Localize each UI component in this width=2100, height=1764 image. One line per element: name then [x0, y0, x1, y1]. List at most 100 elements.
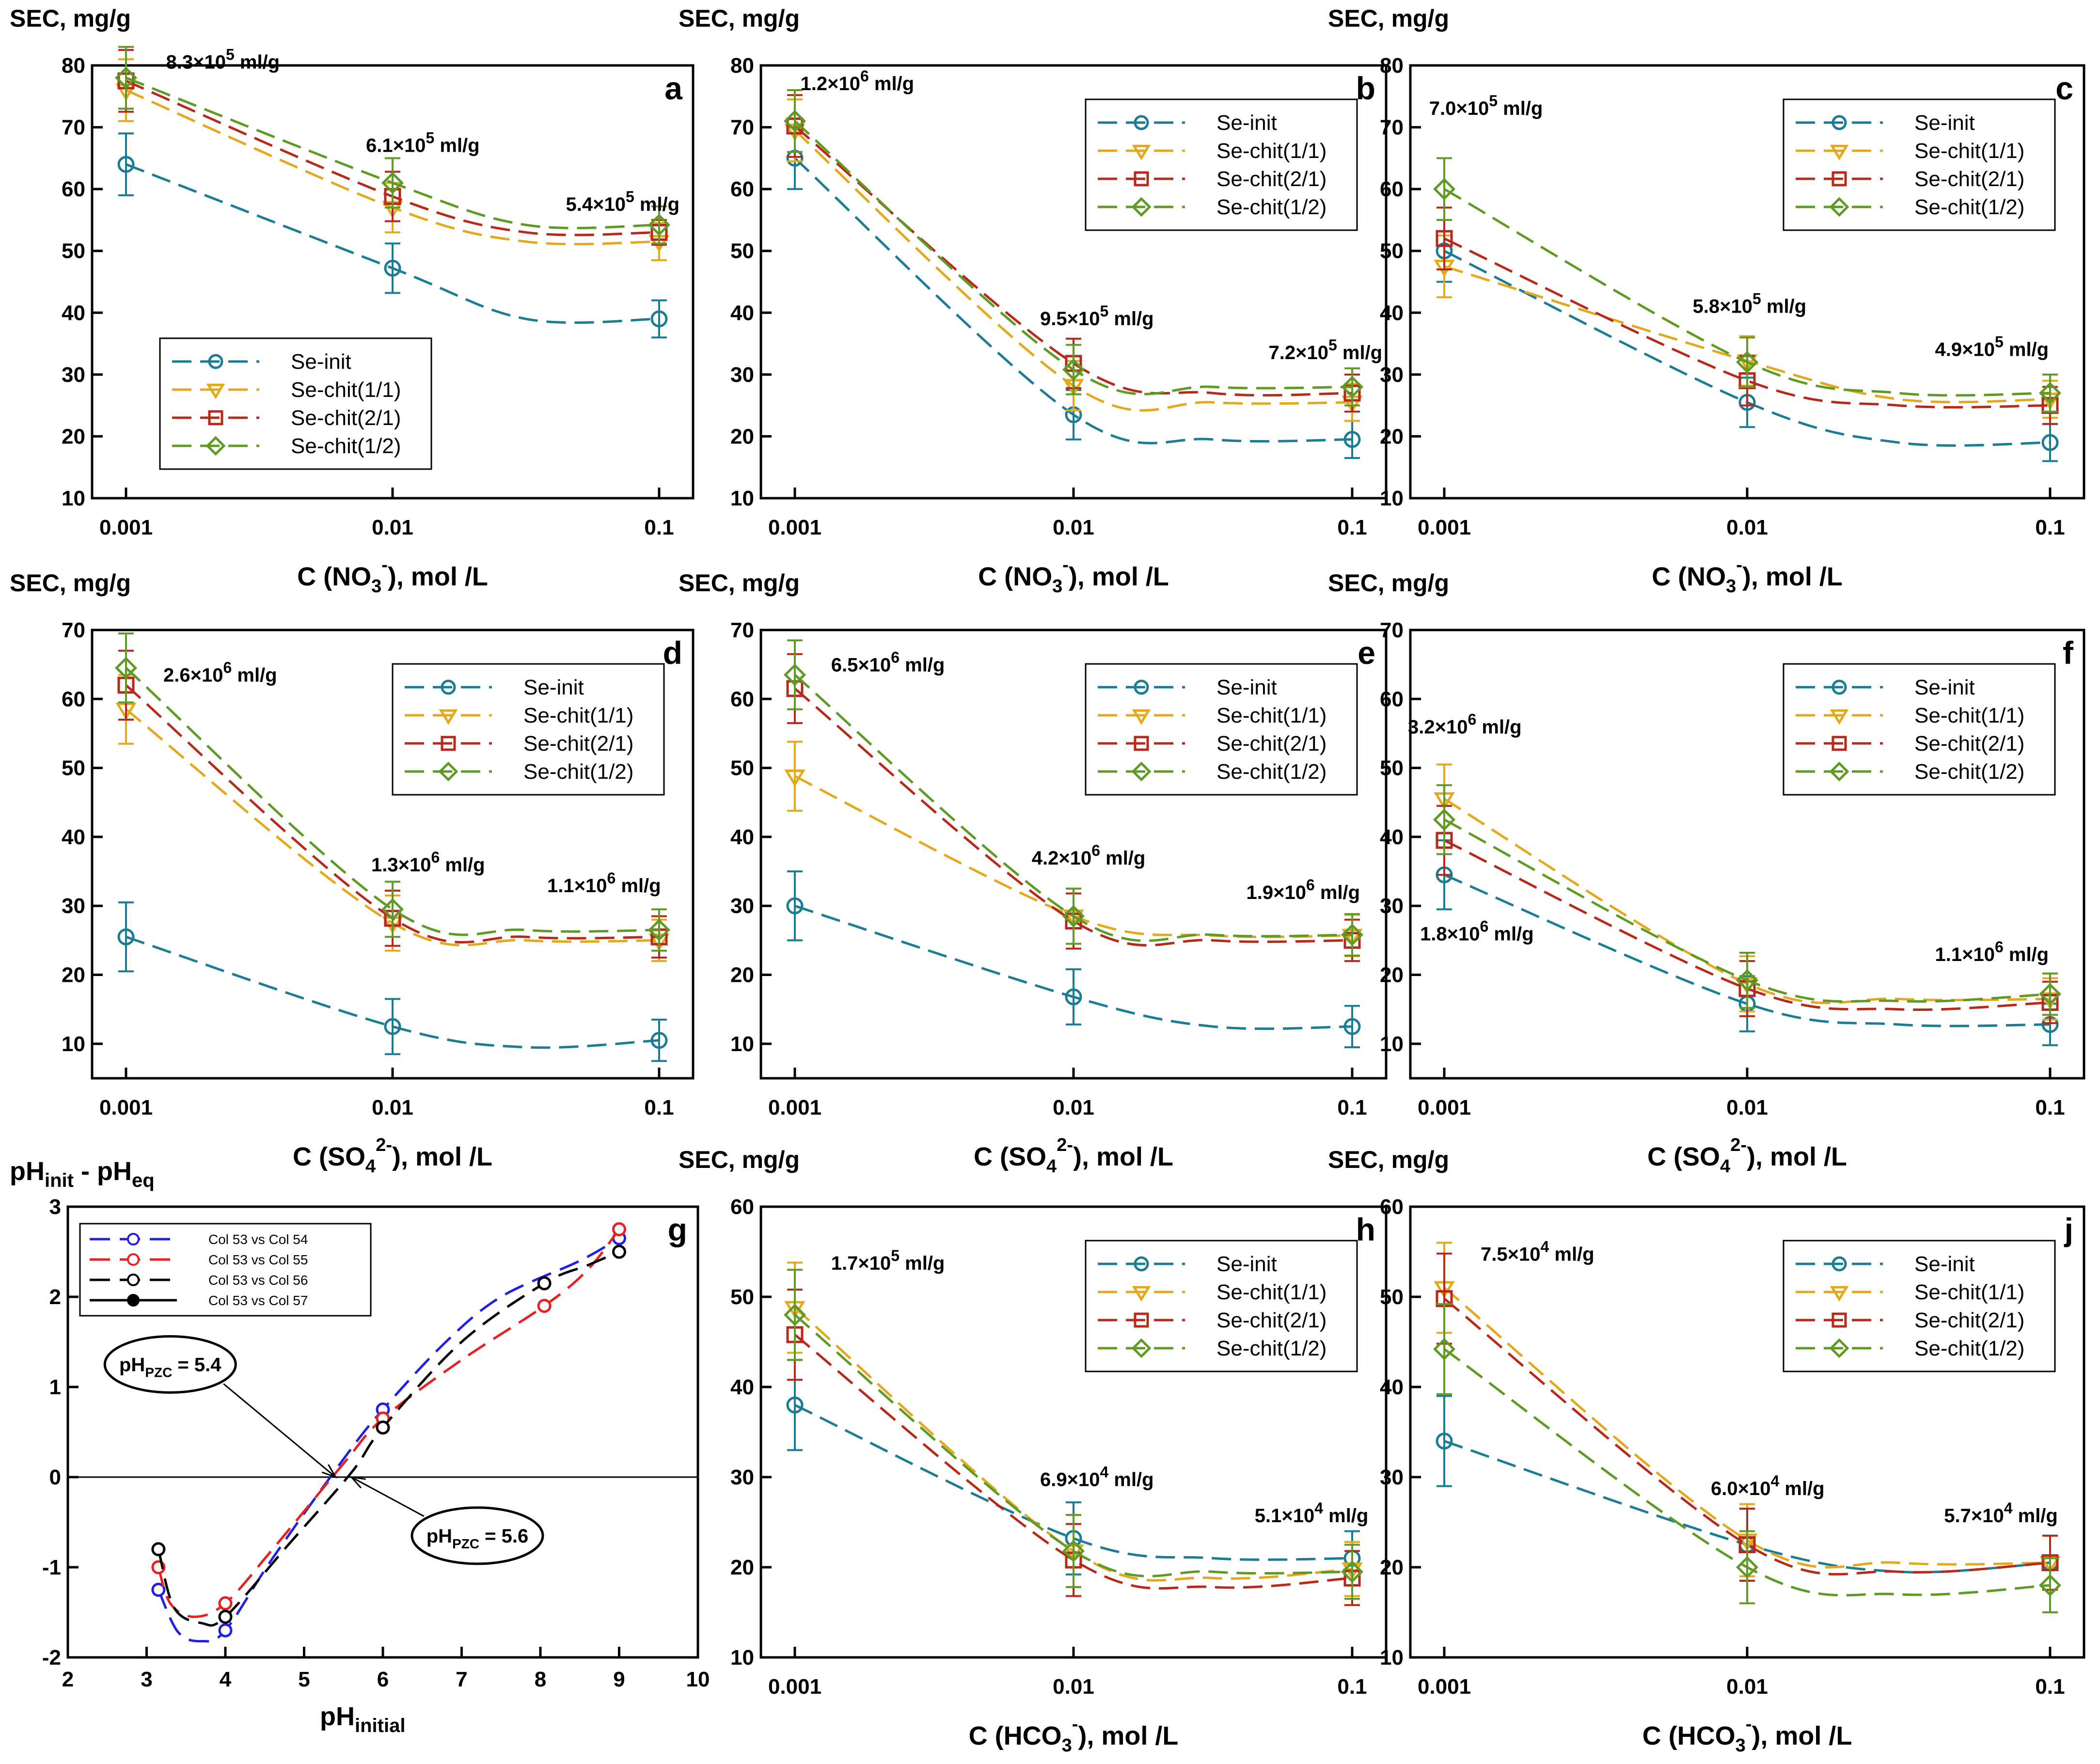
y-tick-label: 40 [62, 825, 85, 849]
annotation-exp: 5 [226, 46, 235, 63]
annotation-exp: 6 [1468, 710, 1476, 728]
legend-label: Se-chit(1/1) [1216, 1280, 1326, 1304]
x-axis-label: C (SO42-), mol /L [1647, 1135, 1847, 1177]
x-tick-label: 7 [456, 1668, 467, 1691]
annotation-text: ml/g [1779, 1478, 1824, 1499]
x-tick-label: 0.1 [2035, 1675, 2065, 1699]
legend-marker [1134, 736, 1149, 751]
legend-item: Col 53 vs Col 57 [90, 1293, 308, 1308]
y-axis-label: SEC, mg/g [1328, 1146, 1449, 1173]
x-label-text: C (HCO [969, 1721, 1062, 1750]
data-point [1062, 905, 1085, 928]
annotation-text: 1.8×10 [1420, 923, 1480, 945]
y-tick-label: 30 [62, 894, 85, 918]
annotation-text: 2.6×10 [163, 665, 223, 686]
y-tick-label: 60 [730, 687, 754, 711]
x-tick-label: 3 [141, 1668, 152, 1691]
series-se-init [786, 870, 1361, 1048]
legend-marker [127, 1253, 140, 1266]
legend-label: Se-chit(2/1) [523, 732, 633, 756]
annotation-text: 6.9×10 [1040, 1469, 1100, 1491]
legend-box [392, 663, 665, 796]
legend-label: Se-chit(2/1) [1914, 167, 2024, 191]
data-point [218, 1609, 233, 1624]
data-point [2038, 1574, 2062, 1597]
x-tick-label: 0.1 [1337, 1096, 1367, 1119]
legend-item: Se-chit(2/1) [1796, 1308, 2024, 1332]
annotation: 5.4×105 ml/g [566, 188, 680, 215]
legend-marker [1832, 1256, 1847, 1272]
series-line [794, 1403, 1353, 1561]
y-tick-label: 50 [62, 756, 85, 780]
x-tick-label: 0.1 [1337, 1675, 1367, 1699]
legend-label: Se-init [1216, 676, 1277, 699]
x-axis-label: pHinitial [320, 1702, 405, 1736]
annotation-text: 6.5×10 [831, 654, 891, 676]
legend-item: Se-init [172, 350, 351, 374]
data-point [1341, 923, 1364, 946]
legend: Se-init Se-chit(1/1) Se-chit(2/1) Se-chit(1… [1085, 98, 1358, 231]
annotation-exp: 5 [1753, 290, 1761, 307]
legend-label: Se-chit(2/1) [1216, 1308, 1326, 1332]
legend-marker [1134, 171, 1149, 187]
series-line [794, 688, 1353, 947]
legend-marker [1832, 115, 1847, 130]
x-tick-label: 0.1 [2035, 1096, 2065, 1119]
legend-marker [1830, 144, 1849, 160]
y-tick-label: 20 [730, 1556, 754, 1579]
x-tick-label: 0.001 [768, 1675, 821, 1699]
legend-item: Se-chit(2/1) [1098, 1308, 1326, 1332]
series-se-chit-1-2- [783, 639, 1364, 957]
series-line [125, 667, 660, 936]
y-label-text: - pH [74, 1157, 132, 1186]
annotation-text: 1.3×10 [371, 854, 431, 876]
x-label-sub: 3 [1062, 1735, 1072, 1756]
legend-label: Col 53 vs Col 55 [208, 1252, 308, 1267]
legend-item: Se-chit(2/1) [405, 732, 633, 756]
annotation-text: ml/g [1323, 1505, 1368, 1527]
y-label-sub: init [45, 1170, 74, 1191]
legend-marker [1134, 1312, 1149, 1328]
annotation-text: ml/g [869, 73, 914, 94]
x-tick-label: 4 [220, 1668, 232, 1691]
data-point [114, 657, 138, 679]
legend-label: Se-init [523, 676, 584, 699]
y-tick-label: 2 [49, 1285, 61, 1309]
annotation-text: 5.1×10 [1255, 1505, 1314, 1527]
y-tick-label: 40 [62, 301, 85, 325]
y-tick-label: 20 [1380, 963, 1404, 987]
legend-label: Se-chit(2/1) [1914, 1308, 2024, 1332]
y-tick-label: 3 [49, 1195, 61, 1219]
x-label-sub: 3 [1736, 1735, 1746, 1756]
series-line [1444, 265, 2051, 404]
legend-marker [441, 679, 456, 695]
x-tick-label: 0.01 [1726, 516, 1768, 539]
legend-label: Se-init [1914, 676, 1975, 699]
legend-label: Se-chit(2/1) [1914, 732, 2024, 756]
legend-label: Se-chit(1/1) [1216, 704, 1326, 727]
data-point [384, 259, 401, 277]
annotation: 1.9×106 ml/g [1247, 876, 1360, 903]
x-label-text: C (NO [297, 562, 371, 591]
x-axis-label: C (HCO3-), mol /L [969, 1714, 1179, 1756]
legend-marker [1830, 1286, 1849, 1302]
annotation-exp: 6 [223, 659, 232, 677]
legend-marker [1131, 197, 1152, 217]
x-label-sub: 3 [371, 576, 381, 597]
y-axis-label: SEC, mg/g [10, 569, 131, 597]
panel-letter: a [664, 70, 683, 106]
annotation: 6.5×106 ml/g [831, 648, 945, 676]
x-label-text: pH [320, 1702, 355, 1731]
x-label-text: C (SO [1647, 1142, 1720, 1171]
legend-box [1085, 1240, 1358, 1372]
series-line [794, 1334, 1353, 1590]
annotation: 4.9×105 ml/g [1935, 333, 2049, 361]
x-label-sup: - [1746, 1714, 1752, 1734]
legend-item: Se-chit(1/1) [1796, 139, 2024, 163]
legend-label: Se-init [291, 350, 351, 374]
annotation-text: ml/g [2004, 339, 2049, 361]
series-line [1443, 188, 2051, 397]
y-tick-label: 50 [1380, 756, 1404, 780]
